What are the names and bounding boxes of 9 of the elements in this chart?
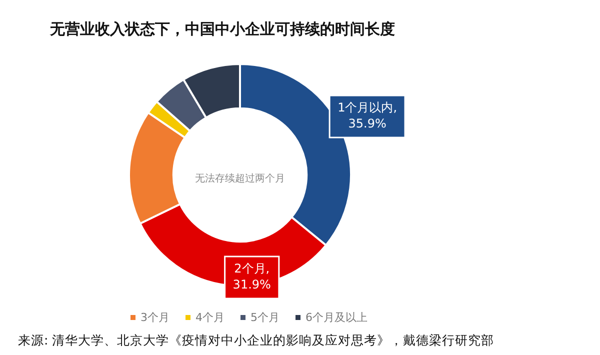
chart-title: 无营业收入状态下，中国中小企业可持续的时间长度 [49,20,395,38]
slice-label: 2个月, 31.9% [232,262,271,292]
source-note: 来源: 清华大学、北京大学《疫情对中小企业的影响及应对思考》，戴德梁行研究部 [18,332,494,348]
legend-label: 4个月 [196,310,224,324]
legend-label: 3个月 [140,310,170,324]
legend-label: 5个月 [250,310,280,324]
text: 无法存续超过两个月 [195,172,285,185]
slice-label: 1个月以内, 35.9% [338,100,398,131]
legend-label: 6个月及以上 [306,310,368,324]
